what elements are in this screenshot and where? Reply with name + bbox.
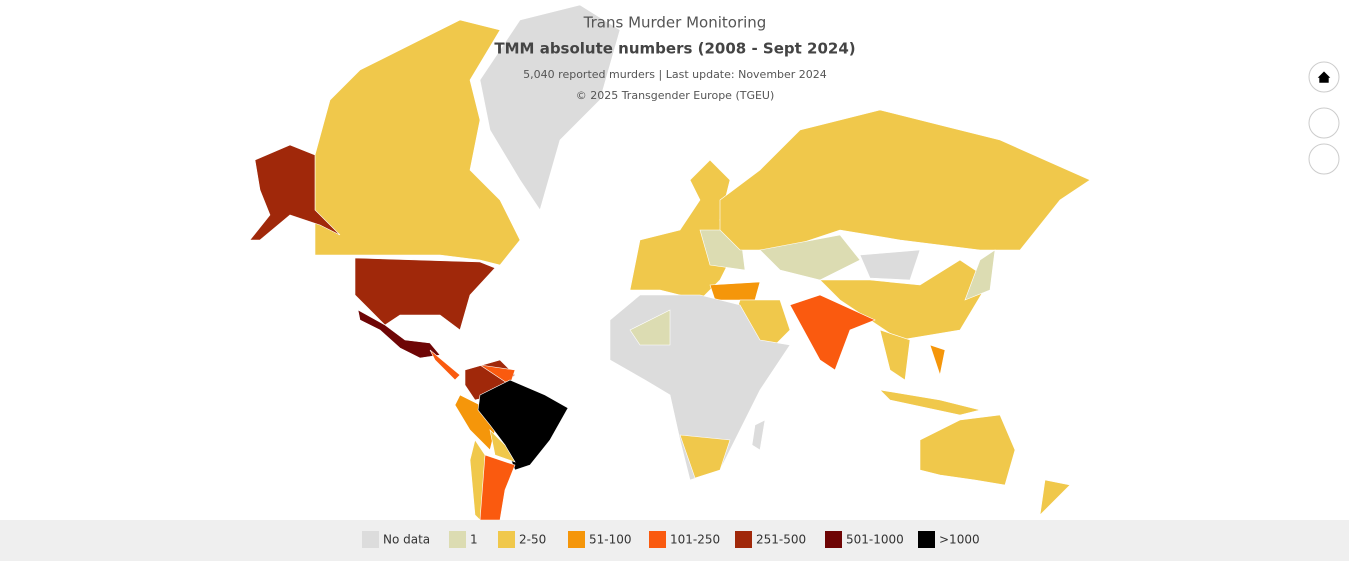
legend-swatch [568, 531, 585, 548]
countries [249, 4, 1091, 521]
legend-label: 501-1000 [846, 533, 904, 547]
china [819, 259, 991, 341]
legend-swatch [918, 531, 935, 548]
turkey [709, 281, 761, 301]
legend-label: >1000 [939, 533, 980, 547]
canada [314, 19, 521, 266]
venezuela [479, 364, 516, 386]
legend-label: 51-100 [589, 533, 632, 547]
usa [354, 257, 496, 331]
bolivia [489, 429, 516, 463]
zoom-in-button[interactable] [1308, 107, 1340, 139]
home-button[interactable] [1308, 61, 1340, 93]
australia [919, 414, 1016, 486]
legend-label: No data [383, 533, 430, 547]
mongolia [859, 249, 921, 281]
legend: No data 1 2-50 51-100 101-250 251-500 501-1000… [362, 531, 980, 548]
central-america [429, 349, 461, 381]
note: 5,040 reported murders | Last update: No… [523, 68, 827, 81]
kazakhstan [759, 234, 861, 281]
legend-swatch [825, 531, 842, 548]
legend-bar [0, 520, 1349, 561]
alaska [249, 144, 341, 241]
russia [719, 109, 1091, 251]
new-zealand [1039, 479, 1071, 516]
legend-swatch [362, 531, 379, 548]
madagascar [751, 419, 766, 451]
legend-swatch [498, 531, 515, 548]
chile [469, 439, 486, 521]
legend-swatch [649, 531, 666, 548]
legend-label: 251-500 [756, 533, 806, 547]
mexico [357, 309, 441, 359]
japan [964, 249, 996, 301]
philippines [929, 344, 946, 377]
legend-swatch [449, 531, 466, 548]
argentina [479, 454, 516, 521]
north-africa [629, 309, 671, 346]
india [789, 294, 876, 371]
title: Trans Murder Monitoring [583, 14, 767, 32]
zoom-out-button[interactable] [1308, 143, 1340, 175]
credit: © 2025 Transgender Europe (TGEU) [576, 89, 775, 102]
indonesia [879, 389, 981, 416]
legend-label: 101-250 [670, 533, 720, 547]
brazil [477, 379, 569, 471]
legend-label: 1 [470, 533, 478, 547]
southeast-asia [879, 329, 911, 381]
subtitle: TMM absolute numbers (2008 - Sept 2024) [494, 40, 855, 58]
south-africa [679, 434, 731, 479]
greenland [479, 4, 621, 211]
legend-label: 2-50 [519, 533, 546, 547]
legend-swatch [735, 531, 752, 548]
